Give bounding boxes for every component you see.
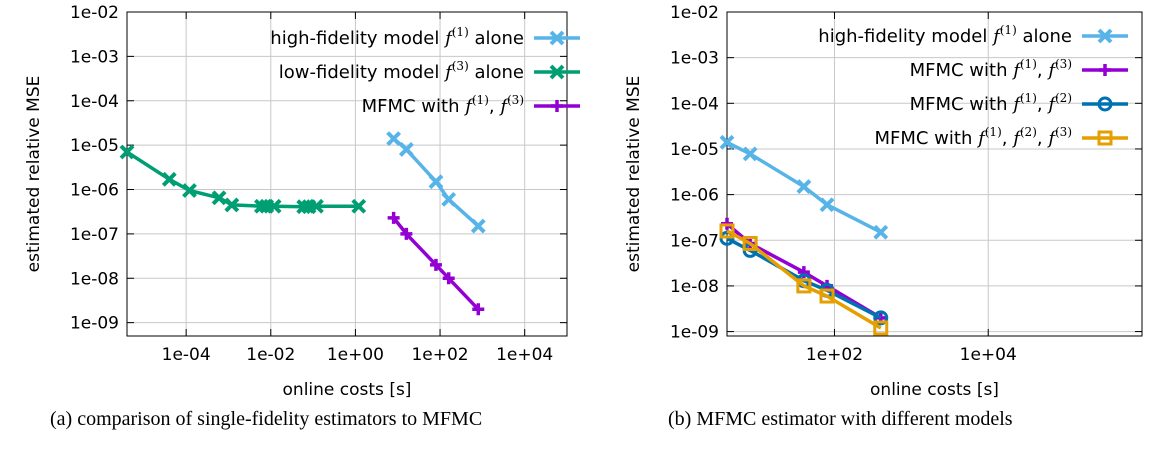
legend-marker [549, 64, 565, 80]
x-axis-label: online costs [s] [283, 380, 412, 400]
y-tick-label: 1e-02 [670, 3, 719, 23]
y-tick-label: 1e-04 [670, 94, 719, 114]
legend-label: MFMC with f(1), f(3) [910, 57, 1072, 81]
y-tick-label: 1e-08 [70, 269, 119, 289]
y-tick-label: 1e-07 [670, 231, 719, 251]
legend-marker [551, 100, 563, 112]
y-tick-label: 1e-09 [670, 323, 719, 343]
data-point [719, 223, 735, 239]
data-point [161, 171, 177, 187]
x-tick-label: 1e+04 [960, 345, 1017, 365]
legend-label: low-fidelity model f(3) alone [279, 59, 524, 83]
legend-entry-1: high-fidelity model f(1) alone [818, 23, 1128, 47]
data-point [441, 191, 457, 207]
x-axis-label: online costs [s] [870, 380, 999, 400]
legend-entry-2: low-fidelity model f(3) alone [279, 59, 580, 83]
series-line [126, 150, 359, 209]
legend-marker [549, 30, 565, 46]
x-tick-label: 1e-02 [246, 345, 295, 365]
data-point [387, 211, 400, 224]
x-tick-label: 1e+00 [327, 345, 384, 365]
y-tick-label: 1e-03 [70, 47, 119, 67]
plot-b-mfmc-models: 1e+02 1e+04 1e-02 1e-03 1e-04 1e-05 1e-06 1e-07… [624, 3, 1143, 400]
series-1 [719, 134, 889, 240]
y-tick-label: 1e-09 [70, 314, 119, 334]
legend-entry-2: MFMC with f(1), f(3) [910, 57, 1128, 81]
legend-label: high-fidelity model f(1) alone [818, 23, 1072, 47]
data-point [873, 310, 889, 326]
x-tick-label: 1e+02 [411, 345, 468, 365]
y-tick-label: 1e-06 [670, 186, 719, 206]
data-point [742, 146, 758, 162]
data-point [398, 142, 414, 157]
legend-marker [1097, 130, 1113, 146]
legend-label: MFMC with f(1), f(2), f(3) [874, 125, 1072, 149]
y-tick-label: 1e-04 [70, 92, 119, 112]
data-point [472, 303, 485, 316]
legend-label: MFMC with f(1), f(2) [910, 91, 1072, 115]
y-tick-label: 1e-06 [70, 181, 119, 201]
caption-b: (b) MFMC estimator with different models [668, 408, 1013, 430]
data-point [309, 198, 324, 214]
y-tick-label: 1e-05 [70, 136, 119, 156]
data-point [400, 227, 413, 240]
data-point [796, 278, 812, 294]
data-point [742, 235, 758, 251]
data-point [266, 198, 282, 214]
legend-entry-4: MFMC with f(1), f(2), f(3) [874, 125, 1128, 149]
legend-label: MFMC with f(1), f(3) [362, 93, 524, 117]
data-point [719, 134, 735, 150]
y-tick-label: 1e-07 [70, 225, 119, 245]
legend-marker [1099, 64, 1111, 76]
plot-a-comparison: 1e-04 1e-02 1e+00 1e+02 1e+04 1e-02 1e-03 1e-04… [24, 3, 580, 400]
series-1 [386, 131, 486, 234]
legend-label: high-fidelity model f(1) alone [270, 25, 524, 49]
x-tick-label: 1e+04 [496, 345, 553, 365]
data-point [819, 288, 835, 304]
data-point [224, 197, 240, 213]
x-tick-label: 1e-04 [162, 345, 211, 365]
plot-frame [726, 11, 1143, 337]
legend-marker [1097, 96, 1113, 112]
y-tick-label: 1e-03 [670, 49, 719, 69]
data-point [429, 258, 442, 271]
data-point [351, 198, 367, 214]
x-tick-label: 1e+02 [806, 345, 863, 365]
data-point [428, 174, 444, 190]
data-point [873, 224, 889, 240]
series-3 [387, 211, 485, 316]
series-2 [119, 144, 367, 215]
data-point [386, 131, 402, 147]
data-point [119, 144, 135, 160]
data-point [182, 183, 197, 198]
legend-entry-1: high-fidelity model f(1) alone [270, 25, 580, 49]
series-line [726, 229, 882, 330]
plot-frame [126, 11, 568, 337]
data-point [470, 218, 486, 234]
y-tick-label: 1e-08 [670, 277, 719, 297]
y-axis-label: estimated relative MSE [24, 76, 44, 273]
series-4 [719, 223, 889, 336]
legend-entry-3: MFMC with f(1), f(2) [910, 91, 1128, 115]
y-tick-label: 1e-05 [670, 140, 719, 160]
y-axis-label: estimated relative MSE [624, 76, 644, 273]
y-tick-label: 1e-02 [70, 3, 119, 23]
data-point [819, 197, 835, 213]
data-point [873, 320, 889, 336]
legend-entry-3: MFMC with f(1), f(3) [362, 93, 580, 117]
legend-marker [1097, 28, 1113, 44]
caption-a: (a) comparison of single-fidelity estima… [50, 408, 483, 430]
data-point [796, 179, 812, 194]
data-point [211, 190, 227, 206]
data-point [442, 272, 455, 285]
figure: 1e-04 1e-02 1e+00 1e+02 1e+04 1e-02 1e-03 1e-04… [24, 3, 1143, 400]
